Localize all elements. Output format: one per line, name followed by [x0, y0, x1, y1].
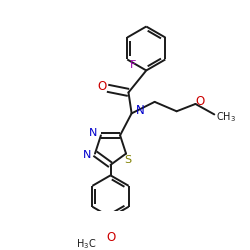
Text: H$_3$C: H$_3$C — [76, 238, 96, 250]
Text: N: N — [89, 128, 97, 138]
Text: O: O — [106, 230, 116, 243]
Text: O: O — [98, 80, 107, 93]
Text: F: F — [130, 60, 136, 70]
Text: O: O — [196, 95, 205, 108]
Text: CH$_3$: CH$_3$ — [216, 111, 236, 124]
Text: N: N — [83, 150, 91, 160]
Text: S: S — [124, 155, 132, 165]
Text: N: N — [136, 104, 145, 117]
